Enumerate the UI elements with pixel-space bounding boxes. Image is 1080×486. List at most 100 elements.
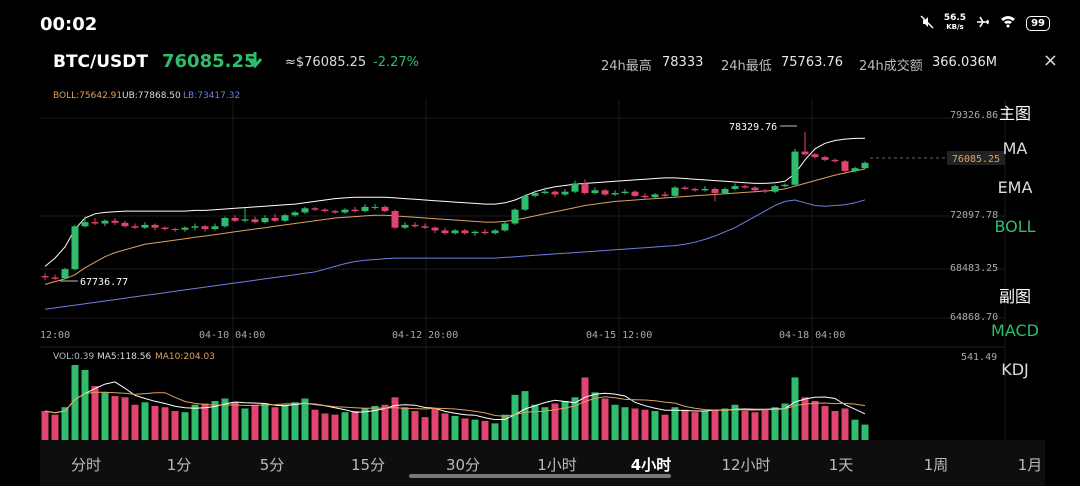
- tf-12hour[interactable]: 12小时: [721, 456, 771, 474]
- battery-icon: 99: [1026, 15, 1050, 31]
- tf-15min[interactable]: 15分: [350, 456, 386, 474]
- net-speed: 56.5 KB/s: [944, 14, 966, 32]
- volume-bar: [141, 402, 149, 442]
- side-item-ma[interactable]: MA: [1002, 139, 1028, 158]
- volume-bar: [261, 403, 269, 442]
- volume-bar: [221, 398, 229, 442]
- candle-body: [171, 229, 179, 231]
- candle-body: [731, 186, 739, 189]
- volume-bar: [731, 404, 739, 442]
- candle-body: [611, 193, 619, 195]
- volume-bar: [601, 398, 609, 442]
- price-change: -2.27%: [373, 55, 419, 70]
- candle-body: [371, 206, 379, 208]
- tf-1week[interactable]: 1周: [923, 456, 949, 474]
- tf-5min[interactable]: 5分: [259, 456, 285, 474]
- candle-body: [801, 151, 809, 155]
- candle-body: [51, 277, 59, 279]
- candle-body: [651, 194, 659, 198]
- candle-body: [771, 186, 779, 192]
- side-item-kdj[interactable]: KDJ: [1001, 360, 1029, 379]
- candle-body: [81, 222, 89, 227]
- ma5-indicator: MA5:118.56: [97, 352, 152, 362]
- volume-bar: [121, 397, 129, 442]
- candle-body: [421, 226, 429, 228]
- candle-body: [761, 190, 769, 192]
- candle-body: [221, 217, 229, 227]
- volume-bar: [861, 424, 869, 442]
- volume-bar: [491, 423, 499, 442]
- volume-bar: [531, 404, 539, 442]
- close-icon[interactable]: ×: [1042, 50, 1058, 71]
- candle-body: [621, 191, 629, 194]
- candle-body: [191, 226, 199, 228]
- volume-bar: [311, 409, 319, 442]
- candle-body: [231, 217, 239, 221]
- volume-value: 366.036M: [932, 55, 997, 70]
- main-chart-label: 主图: [998, 104, 1031, 123]
- candle-body: [241, 219, 249, 221]
- volume-bar: [331, 414, 339, 442]
- tf-4hour[interactable]: 4小时: [630, 456, 672, 474]
- volume-bar: [651, 410, 659, 442]
- candle-body: [291, 212, 299, 216]
- volume-bar: [821, 405, 829, 442]
- volume-bar: [841, 408, 849, 442]
- volume-bar: [91, 386, 99, 442]
- volume-bar: [701, 410, 709, 442]
- candle-body: [491, 230, 499, 234]
- high-label: 24h最高: [601, 59, 652, 74]
- candle-body: [201, 226, 209, 230]
- candle-body: [161, 227, 169, 230]
- tf-1min[interactable]: 1分: [166, 456, 192, 474]
- side-item-boll[interactable]: BOLL: [994, 217, 1036, 236]
- volume-bar: [111, 396, 119, 442]
- candle-body: [151, 224, 159, 228]
- candle-body: [711, 188, 719, 194]
- volume-bar: [481, 420, 489, 442]
- volume-bar: [801, 397, 809, 442]
- candle-body: [851, 168, 859, 171]
- tf-fenshi[interactable]: 分时: [70, 456, 102, 474]
- lb-indicator: LB:73417.32: [183, 91, 241, 101]
- last-price: 76085.25: [162, 51, 257, 72]
- volume-bar: [631, 408, 639, 442]
- trading-pair[interactable]: BTC/USDT: [53, 52, 148, 72]
- volume-bar: [581, 377, 589, 442]
- candle-body: [501, 223, 509, 231]
- price-axis-label: 72097.78: [950, 210, 999, 221]
- side-item-ema[interactable]: EMA: [997, 178, 1033, 197]
- candle-body: [181, 227, 189, 230]
- candle-body: [691, 188, 699, 191]
- candle-body: [531, 193, 539, 196]
- volume-bar: [201, 403, 209, 442]
- volume-bar: [391, 397, 399, 442]
- candle-body: [41, 276, 49, 278]
- time-axis-label: 04-10 04:00: [199, 330, 266, 341]
- volume-bar: [281, 404, 289, 442]
- volume-bar: [641, 409, 649, 442]
- candle-body: [681, 187, 689, 189]
- candle-body: [311, 208, 319, 210]
- volume-bar: [61, 407, 69, 442]
- candle-body: [331, 211, 339, 213]
- tf-30min[interactable]: 30分: [445, 456, 481, 474]
- candle-body: [381, 206, 389, 212]
- net-speed-value: 56.5: [943, 13, 967, 23]
- volume-bar: [851, 419, 859, 442]
- vol-indicator: VOL:0.39: [53, 352, 95, 362]
- tf-1month[interactable]: 1月: [1017, 456, 1043, 474]
- volume-axis-label: 541.49: [961, 352, 998, 363]
- high-annotation: 78329.76: [729, 122, 777, 133]
- price-axis-label: 64868.70: [950, 312, 999, 323]
- volume-bar: [571, 397, 579, 442]
- status-icons: 56.5 KB/s 99: [920, 14, 1050, 32]
- time-axis-label: 12:00: [40, 330, 71, 341]
- tf-1day[interactable]: 1天: [828, 456, 854, 474]
- volume-bar: [591, 392, 599, 442]
- volume-bar: [621, 407, 629, 442]
- tf-1hour[interactable]: 1小时: [537, 456, 577, 474]
- side-item-macd[interactable]: MACD: [991, 321, 1039, 340]
- volume-bar: [51, 414, 59, 442]
